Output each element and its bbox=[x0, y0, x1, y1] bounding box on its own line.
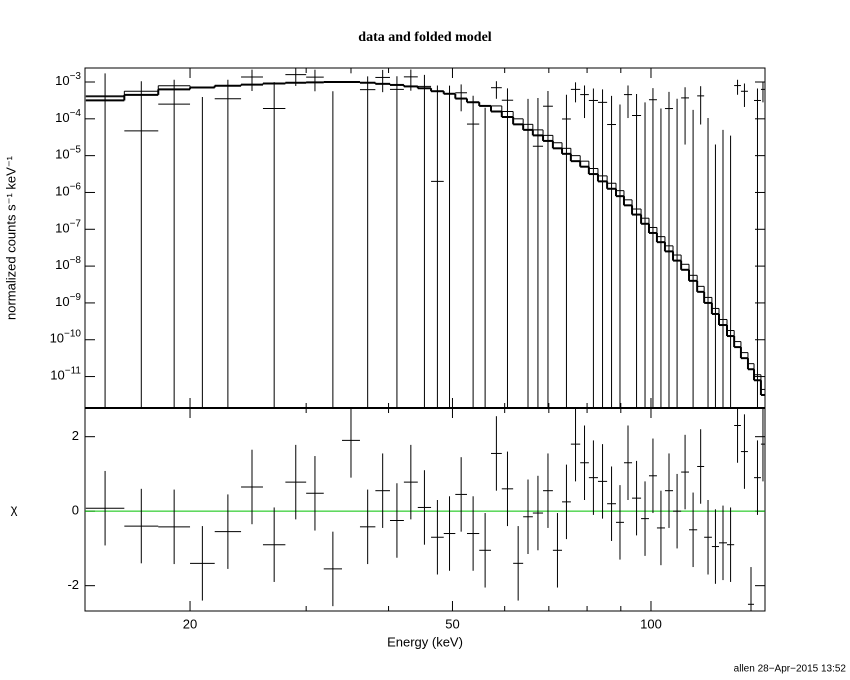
y-axis-label: normalized counts s⁻¹ keV⁻¹ bbox=[3, 155, 18, 320]
footer: allen 28−Apr−2015 13:52 bbox=[734, 664, 847, 675]
x-tick-label: 20 bbox=[183, 616, 197, 631]
x-axis-label: Energy (keV) bbox=[387, 634, 463, 649]
residual-y-tick-label: 0 bbox=[72, 503, 79, 518]
y-tick-label: 10−5 bbox=[55, 144, 81, 162]
residual-y-tick-label: -2 bbox=[67, 577, 79, 592]
y-tick-label: 10−7 bbox=[55, 218, 81, 236]
chart-title: data and folded model bbox=[358, 30, 492, 45]
x-tick-label: 50 bbox=[445, 616, 459, 631]
y-tick-label: 10−3 bbox=[55, 71, 81, 89]
y-tick-label: 10−8 bbox=[55, 255, 81, 273]
y-tick-label: 10−4 bbox=[55, 107, 81, 125]
y-tick-label: 10−10 bbox=[50, 328, 82, 346]
y-tick-label: 10−11 bbox=[50, 365, 81, 383]
residual-axis-label: χ bbox=[11, 501, 18, 516]
y-tick-label: 10−6 bbox=[55, 181, 81, 199]
x-tick-label: 100 bbox=[640, 616, 662, 631]
y-tick-label: 10−9 bbox=[55, 292, 81, 310]
residual-y-tick-label: 2 bbox=[72, 428, 79, 443]
plot-frame bbox=[84, 67, 766, 612]
